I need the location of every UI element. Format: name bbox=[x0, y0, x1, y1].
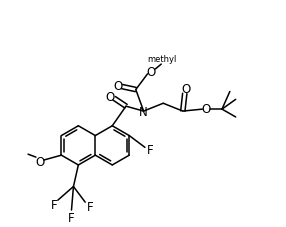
Text: F: F bbox=[146, 143, 153, 156]
Text: O: O bbox=[147, 66, 156, 79]
Text: F: F bbox=[68, 211, 75, 224]
Text: F: F bbox=[87, 200, 94, 213]
Text: O: O bbox=[35, 155, 44, 168]
Text: F: F bbox=[51, 198, 57, 211]
Text: O: O bbox=[106, 91, 115, 104]
Text: methyl: methyl bbox=[148, 54, 177, 63]
Text: O: O bbox=[181, 83, 190, 96]
Text: O: O bbox=[202, 102, 211, 115]
Text: N: N bbox=[139, 105, 148, 118]
Text: O: O bbox=[114, 80, 123, 93]
